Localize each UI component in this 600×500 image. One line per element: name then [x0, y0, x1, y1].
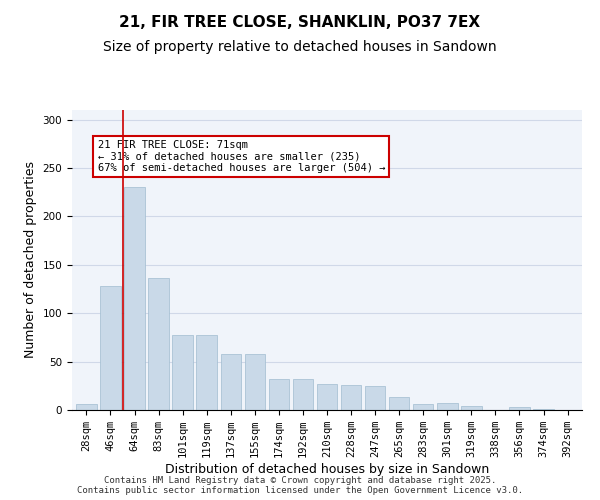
Bar [76, 404, 97, 410]
Bar [437, 403, 458, 410]
Bar [100, 286, 121, 410]
Bar [365, 386, 385, 410]
Bar [124, 188, 145, 410]
Bar [245, 354, 265, 410]
Bar [533, 409, 554, 410]
Bar [221, 354, 241, 410]
Bar [148, 278, 169, 410]
Bar [413, 404, 433, 410]
Bar [317, 384, 337, 410]
Bar [293, 379, 313, 410]
Bar [461, 406, 482, 410]
Text: Size of property relative to detached houses in Sandown: Size of property relative to detached ho… [103, 40, 497, 54]
Bar [172, 334, 193, 410]
Bar [509, 407, 530, 410]
Bar [389, 398, 409, 410]
Bar [341, 385, 361, 410]
Bar [269, 379, 289, 410]
Text: 21 FIR TREE CLOSE: 71sqm
← 31% of detached houses are smaller (235)
67% of semi-: 21 FIR TREE CLOSE: 71sqm ← 31% of detach… [97, 140, 385, 173]
Bar [196, 334, 217, 410]
Text: 21, FIR TREE CLOSE, SHANKLIN, PO37 7EX: 21, FIR TREE CLOSE, SHANKLIN, PO37 7EX [119, 15, 481, 30]
X-axis label: Distribution of detached houses by size in Sandown: Distribution of detached houses by size … [165, 463, 489, 476]
Text: Contains HM Land Registry data © Crown copyright and database right 2025.
Contai: Contains HM Land Registry data © Crown c… [77, 476, 523, 495]
Y-axis label: Number of detached properties: Number of detached properties [24, 162, 37, 358]
